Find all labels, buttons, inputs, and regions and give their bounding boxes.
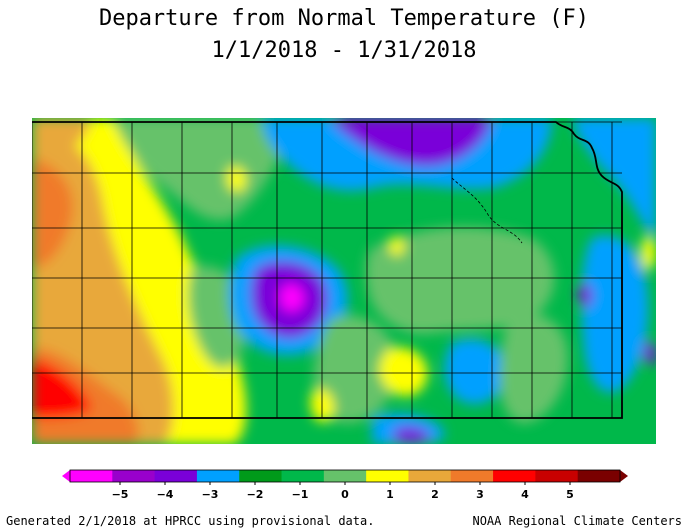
legend-arrow-left xyxy=(62,470,70,482)
temperature-departure-map xyxy=(32,118,656,444)
purple-spot-far-east xyxy=(643,342,656,365)
purple-zone-south xyxy=(394,426,431,443)
legend-tick-label: 5 xyxy=(566,488,574,501)
legend-tick-label: −3 xyxy=(202,488,219,501)
light-green-zone-south-central xyxy=(313,315,398,424)
light-green-zone-north xyxy=(112,118,292,220)
yellow-spot-east xyxy=(641,236,656,270)
yellow-spot-central xyxy=(389,236,404,256)
blue-zone-east xyxy=(581,235,649,393)
legend-swatch xyxy=(493,470,536,482)
legend-tick-label: 4 xyxy=(521,488,529,501)
blue-zone-southeast xyxy=(444,339,505,404)
legend-tick-label: −1 xyxy=(292,488,309,501)
legend-swatch xyxy=(70,470,113,482)
legend-tick-label: −2 xyxy=(247,488,264,501)
legend-swatch xyxy=(112,470,156,482)
state-boundary-kansas xyxy=(32,121,623,419)
orange-zone-nw-corner xyxy=(32,118,92,153)
map-date-range: 1/1/2018 - 1/31/2018 xyxy=(211,38,477,63)
dark-orange-zone-nw xyxy=(32,158,73,268)
legend-swatch xyxy=(323,470,367,482)
legend-arrow-right xyxy=(620,470,628,482)
legend-swatch xyxy=(196,470,240,482)
light-green-zone-southeast xyxy=(499,314,568,424)
purple-spot-east xyxy=(578,284,592,307)
legend-swatch xyxy=(366,470,409,482)
light-green-zone-east xyxy=(365,227,555,334)
legend-swatch xyxy=(281,470,325,482)
legend-tick-label: 0 xyxy=(341,488,349,501)
legend-swatch xyxy=(239,470,283,482)
legend-swatch xyxy=(450,470,494,482)
legend-swatch xyxy=(408,470,452,482)
yellow-spot-south xyxy=(379,347,428,397)
magenta-core-central xyxy=(280,284,304,312)
footer-generated-note: Generated 2/1/2018 at HPRCC using provis… xyxy=(6,514,375,528)
map-title: Departure from Normal Temperature (F) xyxy=(98,6,590,31)
footer-attribution: NOAA Regional Climate Centers xyxy=(472,514,682,528)
legend-tick-label: 3 xyxy=(476,488,484,501)
legend-swatch xyxy=(535,470,579,482)
legend-tick-label: −4 xyxy=(157,488,174,501)
color-legend: −5 −4 −3 −2 −1 0 1 2 3 4 5 xyxy=(62,469,628,501)
legend-swatch xyxy=(154,470,198,482)
legend-tick-label: 1 xyxy=(386,488,394,501)
river-boundary xyxy=(451,177,523,244)
legend-tick-label: −5 xyxy=(112,488,129,501)
legend-tick-label: 2 xyxy=(431,488,439,501)
legend-swatch xyxy=(577,470,621,482)
